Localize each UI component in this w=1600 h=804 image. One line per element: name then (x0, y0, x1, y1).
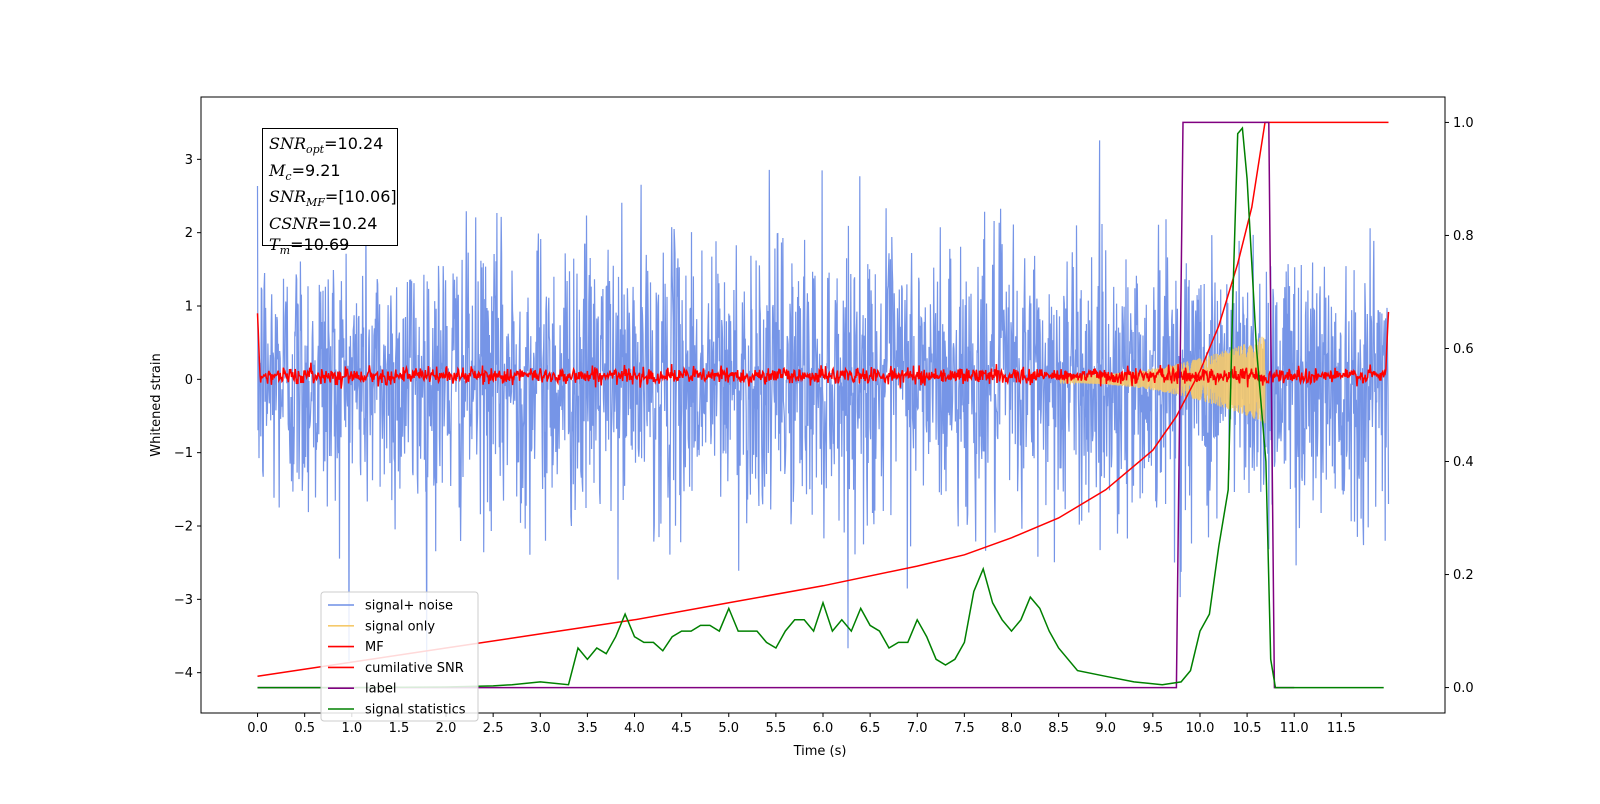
y2-tick-label: 0.2 (1453, 568, 1474, 583)
legend-entry: signal statistics (365, 703, 466, 718)
x-tick-label: 9.0 (1095, 721, 1116, 736)
x-tick-label: 8.5 (1048, 721, 1069, 736)
series-mf (256, 311, 1390, 389)
y-tick-label: 1 (185, 300, 193, 315)
legend-entry: signal only (365, 619, 435, 634)
legend: signal+ noise signal only MF cumilative SNR… (320, 591, 479, 722)
y2-tick-label: 0.8 (1453, 229, 1474, 244)
x-tick-label: 11.0 (1280, 721, 1309, 736)
x-tick-label: 3.0 (530, 721, 551, 736)
x-tick-label: 10.0 (1185, 721, 1214, 736)
x-tick-label: 6.0 (813, 721, 834, 736)
x-tick-label: 7.0 (907, 721, 928, 736)
x-tick-label: 1.5 (389, 721, 410, 736)
annotation-tm: Tm=10.69 (269, 234, 350, 257)
y-tick-label: 3 (185, 153, 193, 168)
annotation-snr-mf: SNRMF=[10.06] (269, 187, 397, 210)
x-tick-label: 11.5 (1327, 721, 1356, 736)
legend-entry: signal+ noise (365, 599, 453, 614)
y-tick-label: −2 (174, 520, 193, 535)
x-tick-label: 0.5 (294, 721, 315, 736)
x-tick-label: 3.5 (577, 721, 598, 736)
x-tick-label: 0.0 (247, 721, 268, 736)
y-axis-right: 0.0 0.2 0.4 0.6 0.8 1.0 (1445, 116, 1474, 696)
annotation-snr-opt: SNRopt=10.24 (269, 134, 384, 157)
y-tick-label: 2 (185, 226, 193, 241)
annotation-box: SNRopt=10.24 Mc=9.21 SNRMF=[10.06] CSNR=… (262, 128, 398, 257)
y-tick-label: −4 (174, 666, 193, 681)
y2-tick-label: 0.6 (1453, 342, 1474, 357)
annotation-mc: Mc=9.21 (269, 160, 341, 183)
x-axis-label: Time (s) (793, 744, 847, 759)
legend-entry: label (365, 682, 396, 697)
series-signal-statistics (257, 126, 1384, 689)
legend-frame (320, 591, 479, 722)
x-tick-label: 9.5 (1143, 721, 1164, 736)
y2-tick-label: 0.0 (1453, 681, 1474, 696)
x-tick-label: 2.5 (483, 721, 504, 736)
series-cumulative-snr (257, 121, 1389, 678)
y-tick-label: −1 (174, 446, 193, 461)
legend-entry: cumilative SNR (365, 661, 464, 676)
x-tick-label: 4.0 (624, 721, 645, 736)
x-tick-label: 6.5 (860, 721, 881, 736)
y-axis-label: Whitened strain (149, 353, 164, 456)
x-tick-label: 7.5 (954, 721, 975, 736)
x-axis: 0.0 0.5 1.0 1.5 2.0 2.5 3.0 3.5 4.0 4.5 5.0 5.5 6.0 6… (247, 713, 1356, 736)
legend-entry: MF (365, 640, 384, 655)
y-axis-left: −4 −3 −2 −1 0 1 2 3 (174, 153, 201, 681)
x-tick-label: 5.0 (718, 721, 739, 736)
x-tick-label: 10.5 (1233, 721, 1262, 736)
plot-area (256, 121, 1390, 689)
x-tick-label: 4.5 (671, 721, 692, 736)
annotation-csnr: CSNR=10.24 (269, 214, 378, 234)
x-tick-label: 5.5 (766, 721, 787, 736)
y2-tick-label: 1.0 (1453, 116, 1474, 131)
x-tick-label: 2.0 (436, 721, 457, 736)
x-tick-label: 1.0 (341, 721, 362, 736)
x-tick-label: 8.0 (1001, 721, 1022, 736)
y-tick-label: −3 (174, 593, 193, 608)
y-tick-label: 0 (185, 373, 193, 388)
y2-tick-label: 0.4 (1453, 455, 1474, 470)
